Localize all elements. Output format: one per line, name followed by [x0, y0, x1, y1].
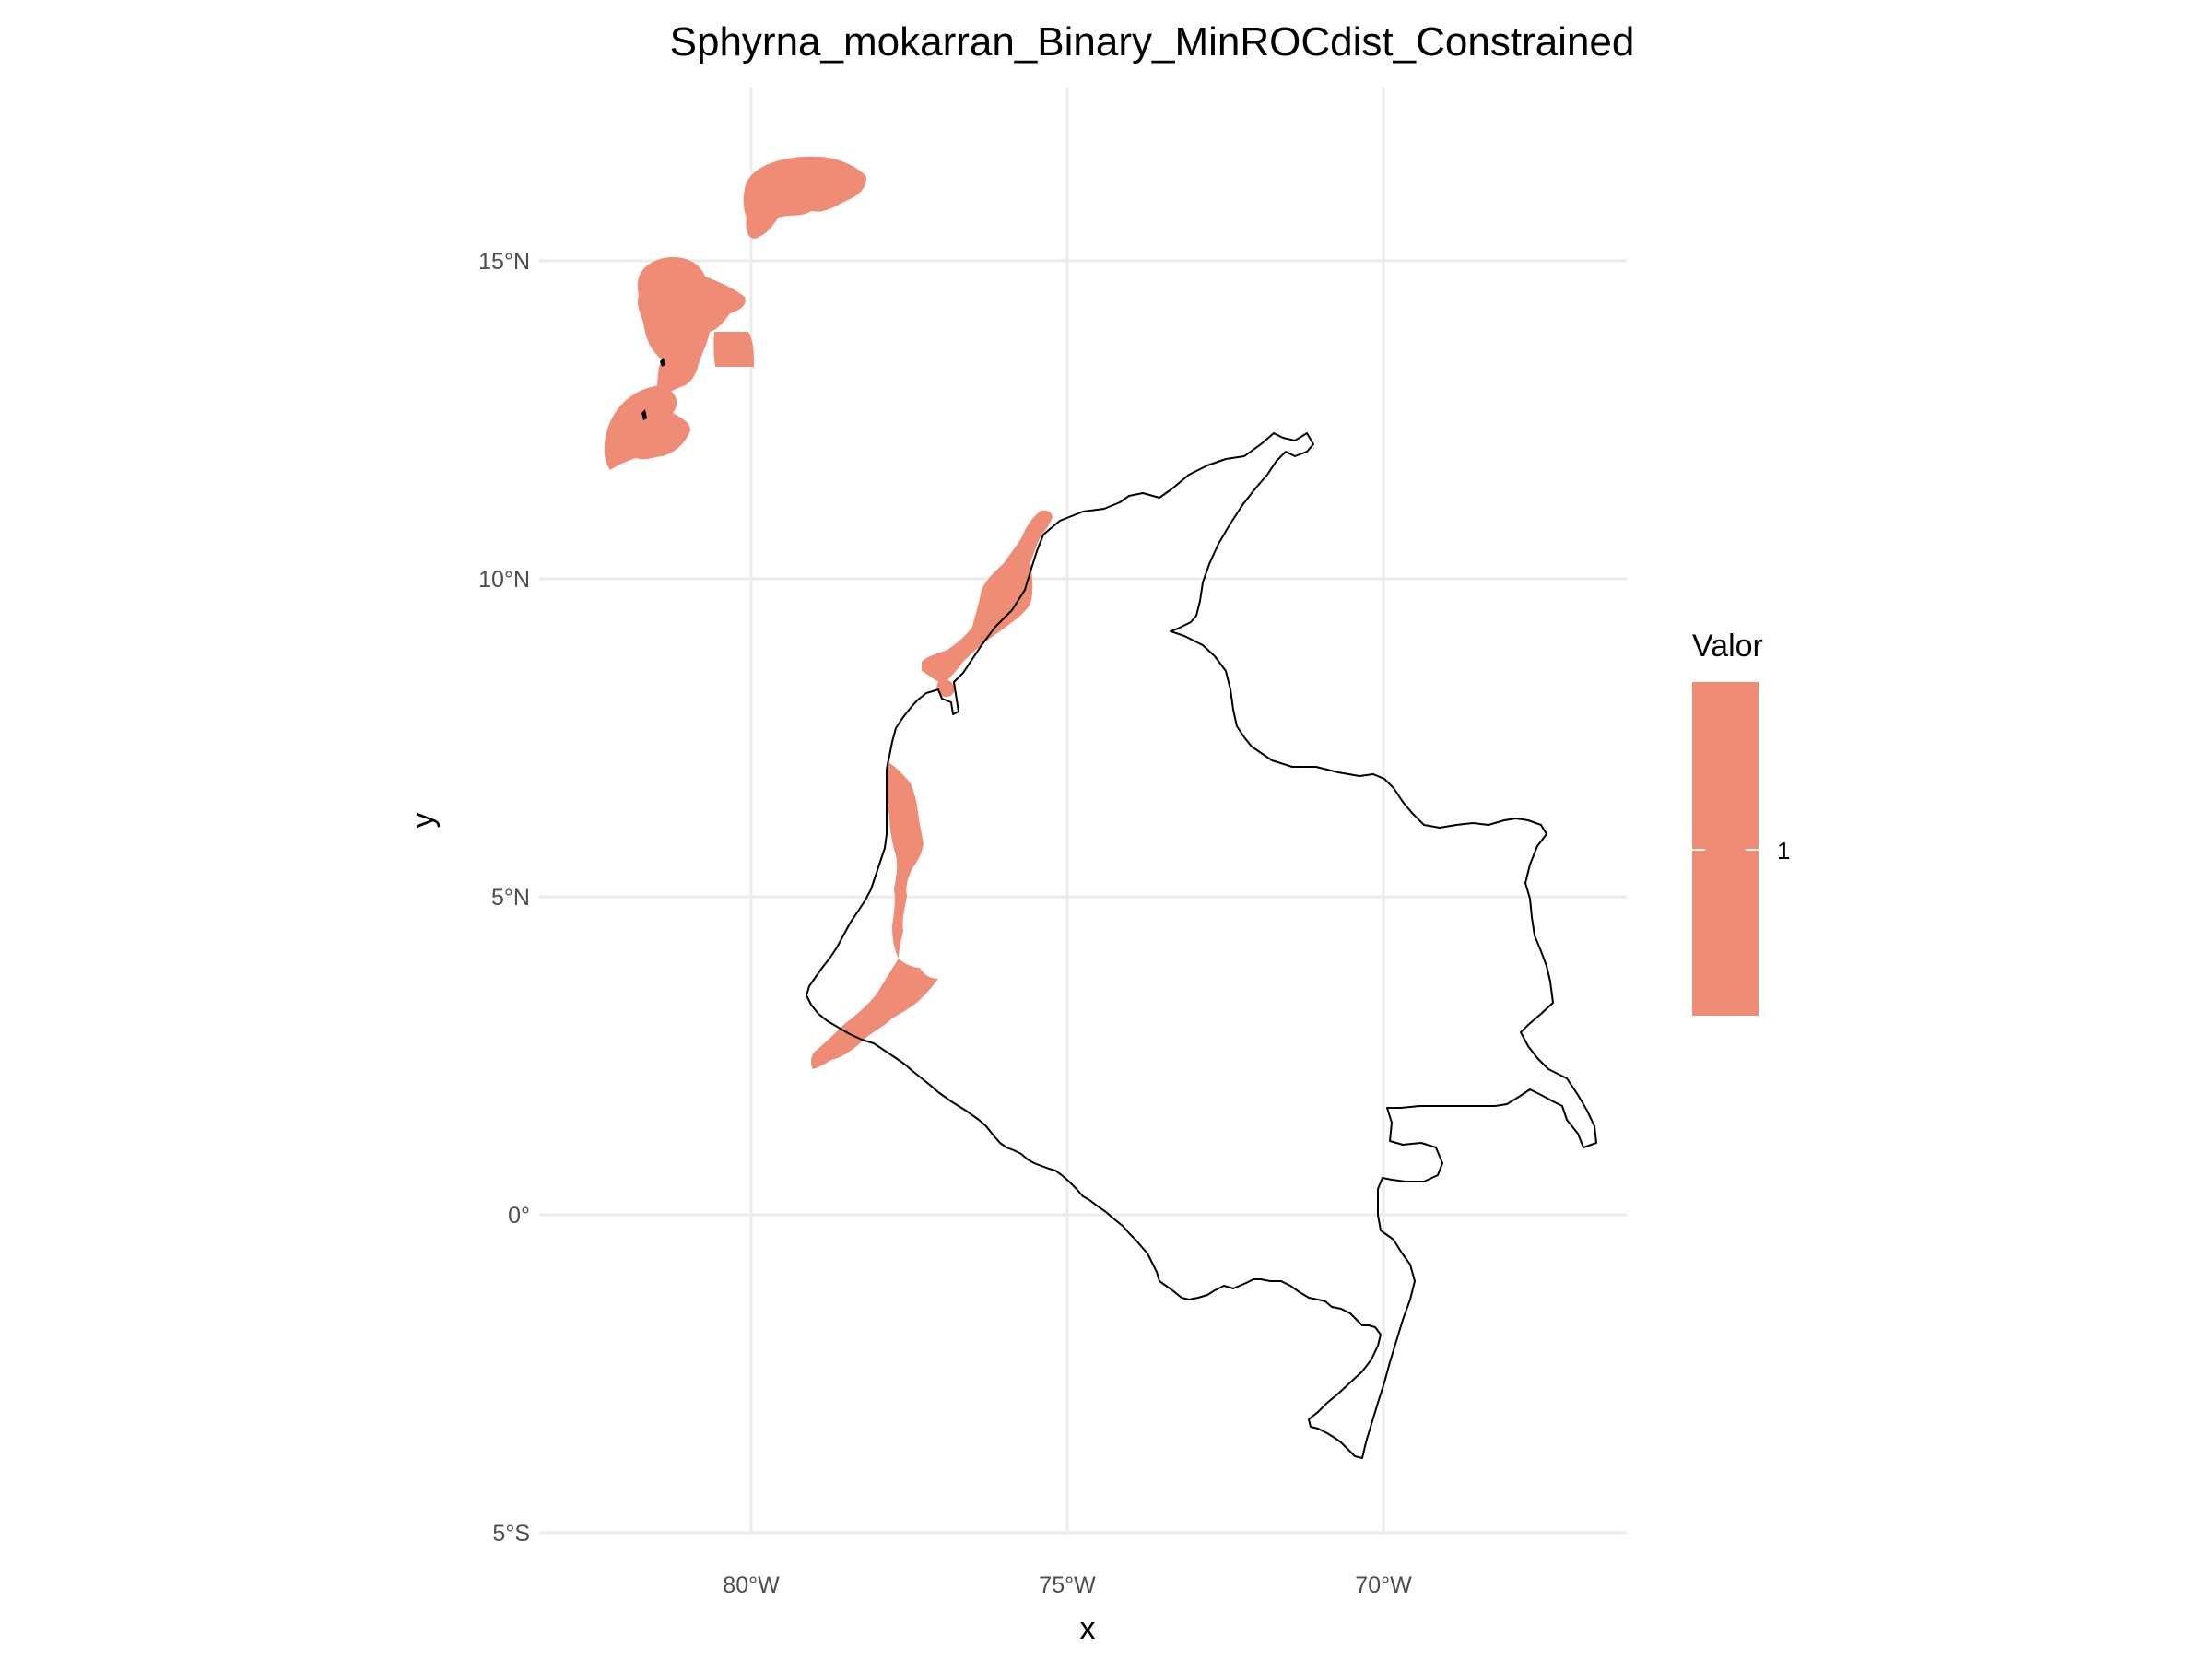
colombia-boundary [806, 432, 1597, 1459]
boundary-layer [641, 358, 1597, 1459]
legend-title: Valor [1692, 629, 1763, 664]
x-tick-label: 75°W [1039, 1572, 1096, 1598]
y-axis-ticks: 15°N 10°N 5°N 0° 5°S [478, 249, 530, 1547]
suitability-layer [604, 156, 1053, 1069]
suitable-area-caribbean-coast [922, 510, 1053, 684]
x-tick-label: 70°W [1355, 1572, 1412, 1598]
suitable-area-caribbean-islands-north [743, 156, 866, 239]
islet-marker-south [641, 409, 647, 420]
suitable-area-caribbean-islands-south [604, 385, 690, 470]
y-axis-title: y [406, 813, 441, 829]
plot-title: Sphyrna_mokarran_Binary_MinROCdist_Const… [670, 19, 1635, 65]
suitable-area-caribbean-islands-east [713, 332, 754, 367]
x-tick-label: 80°W [723, 1572, 780, 1598]
y-tick-label: 0° [508, 1203, 530, 1229]
y-tick-label: 15°N [478, 249, 530, 275]
x-axis-ticks: 80°W 75°W 70°W [723, 1572, 1412, 1598]
x-axis-title: x [1080, 1611, 1096, 1646]
y-tick-label: 5°S [492, 1521, 530, 1547]
y-tick-label: 5°N [491, 885, 530, 911]
islet-marker-north [660, 358, 665, 367]
suitable-area-pacific-coast-north [887, 761, 924, 959]
suitable-area-caribbean-coast-inlet [936, 679, 955, 698]
grid [539, 88, 1627, 1535]
y-tick-label: 10°N [478, 567, 530, 593]
legend-label: 1 [1777, 837, 1790, 865]
suitable-area-pacific-coast-south [810, 959, 938, 1069]
legend: Valor 1 [1692, 629, 1790, 1016]
